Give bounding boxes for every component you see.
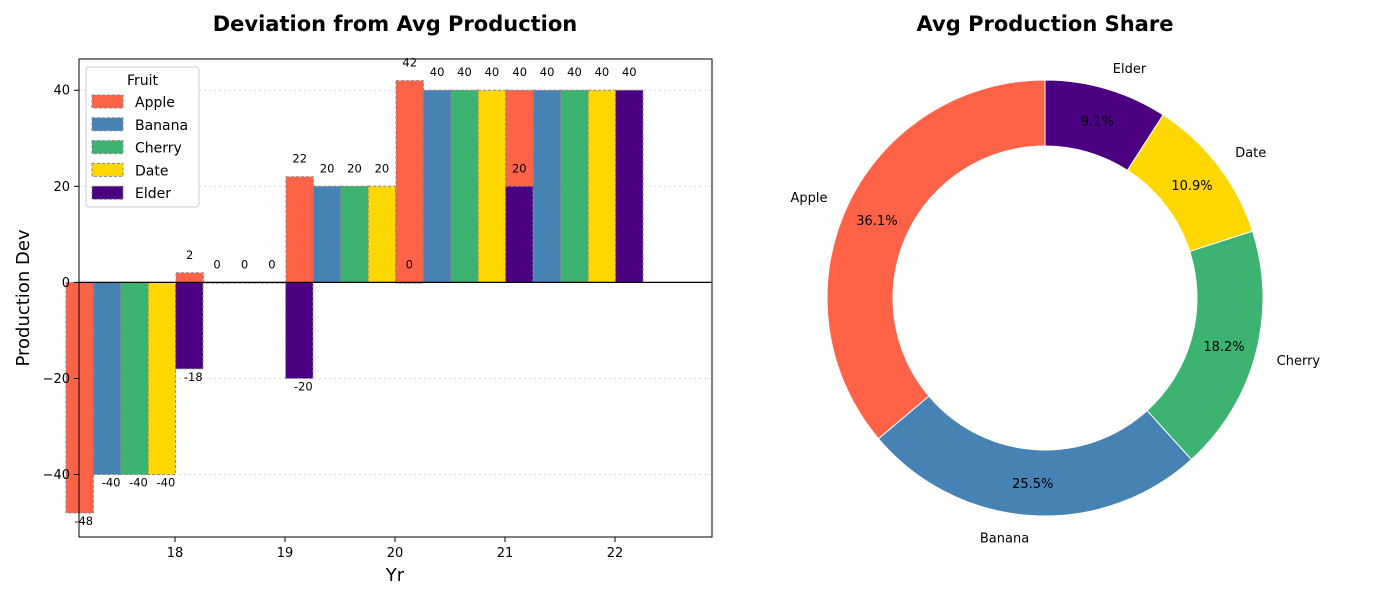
data-label-cherry-18: -40 [129, 476, 148, 490]
data-label-date-21: 40 [485, 65, 500, 79]
donut-percent-apple: 36.1% [856, 214, 897, 229]
legend-swatch-elder [91, 185, 124, 200]
donut-label-banana: Banana [980, 531, 1029, 546]
bar-chart-x-axis-label: Yr [385, 565, 405, 586]
data-label-date-18: -40 [157, 476, 176, 490]
bar-chart-y-axis-label: Production Dev [13, 229, 34, 366]
data-label-apple-22: 40 [512, 65, 527, 79]
data-label-cherry-22: 40 [567, 65, 582, 79]
bar-elder-19 [285, 281, 314, 379]
donut-chart-labels: Apple 36.1% Banana 25.5% Cherry 18.2% Date 10.9… [790, 62, 1320, 546]
legend-swatch-apple [91, 94, 124, 109]
y-tick-label: 20 [53, 180, 70, 195]
donut-percent-elder: 9.1% [1081, 114, 1114, 129]
donut-percent-date: 10.9% [1171, 179, 1212, 194]
data-label-apple-18: -48 [74, 514, 93, 528]
data-label-banana-22: 40 [540, 65, 555, 79]
legend-swatch-banana [91, 117, 124, 132]
data-label-banana-19: 0 [213, 257, 220, 271]
data-label-banana-21: 40 [430, 65, 445, 79]
donut-percent-banana: 25.5% [1012, 477, 1053, 492]
legend-title: Fruit [127, 73, 159, 89]
bar-cherry-20 [340, 185, 369, 283]
legend-label-date: Date [135, 163, 168, 179]
x-tick-label: 19 [277, 546, 294, 561]
donut-label-cherry: Cherry [1277, 354, 1321, 369]
donut-chart-slices [826, 79, 1264, 517]
legend-label-elder: Elder [135, 186, 171, 202]
legend-swatch-cherry [91, 140, 124, 155]
bar-chart-title: Deviation from Avg Production [213, 12, 578, 36]
bar-chart-bars [65, 80, 644, 514]
bar-cherry-21 [450, 89, 479, 283]
x-tick-label: 21 [497, 546, 514, 561]
y-tick-label: −20 [43, 372, 70, 387]
donut-slice-elder [1044, 79, 1164, 171]
donut-slice-apple [826, 79, 1046, 440]
data-label-elder-19: -20 [294, 379, 313, 393]
data-label-banana-18: -40 [102, 476, 121, 490]
bar-banana-20 [312, 185, 342, 283]
legend-label-banana: Banana [135, 118, 188, 134]
bar-cherry-18 [120, 281, 149, 476]
bar-banana-22 [532, 89, 562, 283]
data-label-elder-20: 0 [406, 257, 413, 271]
data-label-elder-21: 20 [512, 161, 527, 175]
legend-swatch-date [91, 162, 124, 177]
data-label-date-20: 20 [375, 161, 390, 175]
y-tick-label: −40 [43, 468, 70, 483]
donut-label-date: Date [1235, 146, 1266, 161]
y-tick-label: 0 [62, 276, 70, 291]
bar-chart-x-ticks: 18 19 20 21 22 [167, 537, 624, 561]
data-label-elder-18: -18 [184, 370, 203, 384]
legend-label-cherry: Cherry [135, 141, 182, 157]
donut-label-elder: Elder [1113, 62, 1147, 77]
bar-date-21 [477, 89, 507, 283]
x-tick-label: 20 [387, 546, 404, 561]
data-label-apple-21: 42 [402, 56, 417, 70]
bar-date-18 [147, 281, 177, 476]
donut-label-apple: Apple [790, 191, 827, 206]
x-tick-label: 22 [607, 546, 624, 561]
donut-chart-title: Avg Production Share [917, 12, 1174, 36]
bar-date-20 [367, 185, 397, 283]
data-label-apple-19: 2 [186, 248, 193, 262]
data-label-cherry-20: 20 [347, 161, 362, 175]
data-label-banana-20: 20 [320, 161, 335, 175]
donut-percent-cherry: 18.2% [1203, 340, 1244, 355]
legend-items: Apple Banana Cherry Date Elder [91, 94, 188, 202]
bar-chart-legend: Fruit Apple Banana Cherry Date Elder [85, 66, 200, 208]
data-label-date-22: 40 [595, 65, 610, 79]
x-tick-label: 18 [167, 546, 184, 561]
donut-chart-panel: Avg Production Share Apple 36.1% Banana 25.… [790, 12, 1320, 546]
data-label-apple-20: 22 [292, 152, 307, 166]
bar-apple-21 [395, 80, 424, 283]
bar-apple-19 [175, 272, 204, 283]
bar-apple-20 [285, 176, 314, 283]
bar-date-22 [587, 89, 617, 283]
legend-label-apple: Apple [135, 95, 175, 111]
bar-banana-21 [422, 89, 452, 283]
data-label-elder-22: 40 [622, 65, 637, 79]
data-label-cherry-19: 0 [241, 257, 248, 271]
y-tick-label: 40 [53, 84, 70, 99]
data-label-date-19: 0 [268, 257, 275, 271]
data-label-cherry-21: 40 [457, 65, 472, 79]
bar-chart-panel: Deviation from Avg Production -482224240… [13, 12, 713, 586]
bar-banana-18 [92, 281, 122, 476]
donut-slice-banana [877, 395, 1193, 517]
bar-elder-22 [615, 89, 644, 283]
bar-apple-18 [65, 281, 94, 514]
bar-cherry-22 [560, 89, 589, 283]
bar-elder-18 [175, 281, 204, 370]
bar-elder-21 [505, 185, 534, 283]
bar-chart-y-ticks: −40 −20 0 20 40 [43, 84, 79, 483]
